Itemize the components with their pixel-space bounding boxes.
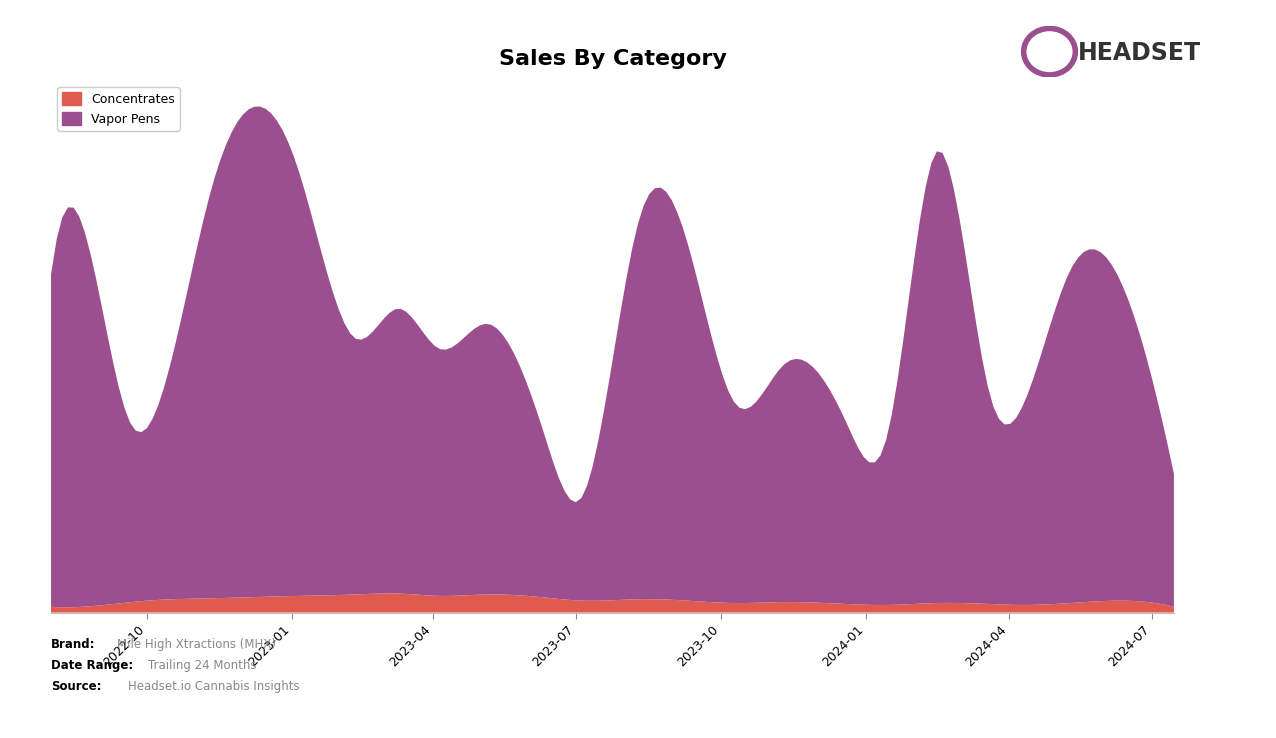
Text: Source:: Source: [51,680,102,693]
Text: Date Range:: Date Range: [51,659,133,672]
Text: Trailing 24 Months: Trailing 24 Months [148,659,256,672]
Legend: Concentrates, Vapor Pens: Concentrates, Vapor Pens [57,87,180,131]
Text: Headset.io Cannabis Insights: Headset.io Cannabis Insights [128,680,300,693]
Title: Sales By Category: Sales By Category [499,49,726,69]
Text: Brand:: Brand: [51,638,96,652]
Text: Mile High Xtractions (MHX): Mile High Xtractions (MHX) [117,638,277,652]
Text: HEADSET: HEADSET [1078,41,1201,65]
